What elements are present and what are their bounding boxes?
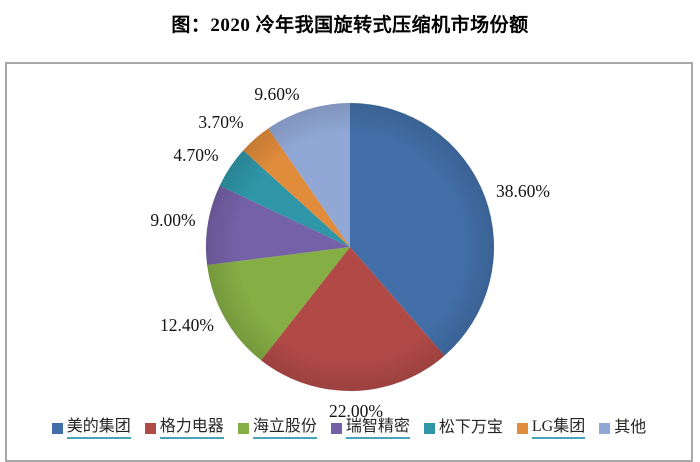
legend-swatch-rechi (330, 423, 342, 435)
legend-swatch-lg (516, 423, 528, 435)
pie-data-labels: 38.60% 22.00% 12.40% 9.00% 4.70% 3.70% 9.60% (150, 84, 550, 421)
legend-item-others: 其他 (599, 419, 646, 438)
data-label-gree: 22.00% (329, 401, 383, 421)
legend-item-midea: 美的集团 (51, 418, 131, 440)
legend-item-lg: LG集团 (516, 418, 586, 440)
data-label-panasonic-wanbao: 4.70% (173, 145, 218, 165)
legend-swatch-gree (144, 423, 156, 435)
legend-swatch-midea (51, 423, 63, 435)
legend-swatch-highly (237, 423, 249, 435)
pie-slices (205, 103, 494, 391)
chart-frame: 38.60% 22.00% 12.40% 9.00% 4.70% 3.70% 9.60% 美… (5, 62, 693, 462)
data-label-highly: 12.40% (160, 315, 214, 335)
legend-label-midea: 美的集团 (66, 418, 131, 440)
legend-label-lg: LG集团 (531, 418, 586, 440)
legend: 美的集团 格力电器 海立股份 瑞智精密 松下万宝 LG集团 其他 (7, 418, 691, 440)
legend-label-rechi: 瑞智精密 (345, 418, 410, 440)
data-label-rechi: 9.00% (150, 210, 195, 230)
legend-item-panasonic-wanbao: 松下万宝 (423, 419, 503, 438)
legend-label-others: 其他 (614, 419, 647, 436)
legend-item-highly: 海立股份 (237, 418, 317, 440)
legend-swatch-panasonic-wanbao (423, 423, 435, 435)
legend-item-gree: 格力电器 (144, 418, 224, 440)
legend-item-rechi: 瑞智精密 (330, 418, 410, 440)
legend-label-panasonic-wanbao: 松下万宝 (438, 419, 503, 436)
legend-swatch-others (599, 423, 611, 435)
data-label-others: 9.60% (254, 84, 299, 104)
data-label-midea: 38.60% (496, 181, 550, 201)
legend-label-highly: 海立股份 (252, 418, 317, 440)
data-label-lg: 3.70% (198, 112, 243, 132)
chart-title: 图：2020 冷年我国旋转式压缩机市场份额 (171, 15, 529, 36)
pie-chart: 38.60% 22.00% 12.40% 9.00% 4.70% 3.70% 9.60% (150, 84, 550, 421)
legend-label-gree: 格力电器 (159, 418, 224, 440)
